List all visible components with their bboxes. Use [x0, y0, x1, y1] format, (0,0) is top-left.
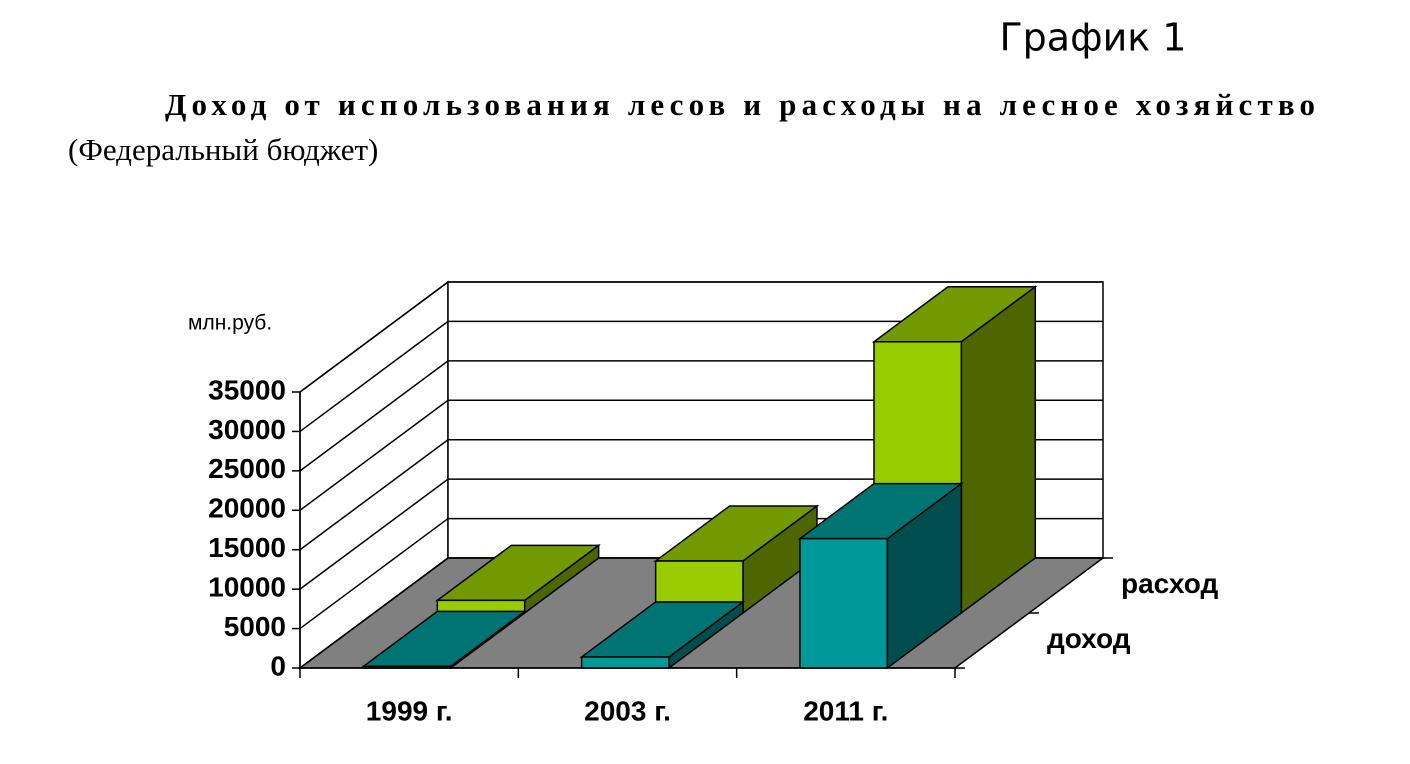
- heading: График 1: [1000, 16, 1187, 60]
- bar: [361, 609, 527, 670]
- grid-line: [299, 320, 1103, 433]
- y-tick-label: 5000: [224, 611, 286, 642]
- series-label: расход: [1121, 568, 1218, 599]
- y-tick-label: 0: [270, 650, 286, 681]
- bar-front: [362, 665, 452, 669]
- bar: [797, 482, 964, 670]
- bar-front: [580, 656, 670, 669]
- grid-line: [299, 281, 1103, 393]
- bar: [579, 600, 746, 670]
- chart-subtitle: (Федеральный бюджет): [68, 132, 378, 167]
- bar-side: [960, 285, 1037, 615]
- chart-title: Доход от использования лесов и расходы н…: [165, 87, 1315, 122]
- y-tick-label: 20000: [208, 493, 286, 524]
- y-tick-label: 10000: [208, 572, 286, 603]
- series-label: доход: [1047, 623, 1131, 654]
- y-tick-label: 15000: [208, 532, 286, 563]
- bar-front: [799, 537, 889, 669]
- x-tick-label: 1999 г.: [366, 695, 453, 726]
- x-tick-label: 2003 г.: [584, 695, 671, 726]
- y-axis-label: млн.руб.: [188, 312, 272, 335]
- y-tick-label: 30000: [208, 414, 286, 445]
- bar: [653, 504, 820, 615]
- y-tick-label: 35000: [208, 374, 286, 405]
- y-tick-label: 25000: [208, 453, 286, 484]
- x-tick-label: 2011 г.: [803, 695, 888, 726]
